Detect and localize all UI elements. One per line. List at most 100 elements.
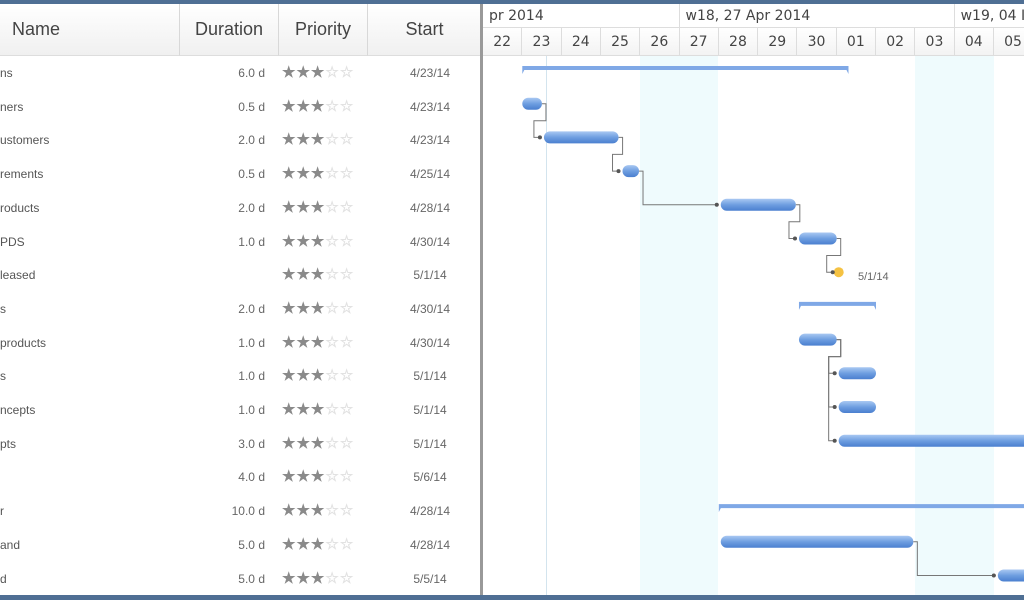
table-row[interactable]: rements 0.5 d ★★★☆☆ 4/25/14	[0, 158, 481, 192]
star-icon[interactable]: ★	[296, 468, 311, 486]
dependency-link[interactable]	[826, 238, 842, 273]
star-icon[interactable]: ☆	[325, 569, 340, 587]
star-icon[interactable]: ★	[296, 333, 311, 351]
star-icon[interactable]: ☆	[325, 97, 340, 115]
star-icon[interactable]: ☆	[339, 367, 355, 385]
column-header-duration[interactable]: Duration	[180, 4, 279, 56]
star-icon[interactable]: ★	[282, 131, 297, 149]
star-icon[interactable]: ★	[310, 165, 326, 183]
star-icon[interactable]: ☆	[325, 198, 340, 216]
priority-rating[interactable]: ★★★☆☆	[282, 400, 354, 418]
star-icon[interactable]: ☆	[339, 569, 355, 587]
priority-rating[interactable]: ★★★☆☆	[282, 569, 354, 587]
column-header-name[interactable]: Name	[0, 4, 180, 56]
milestone-marker[interactable]	[833, 267, 844, 278]
star-icon[interactable]: ★	[296, 367, 311, 385]
star-icon[interactable]: ☆	[339, 468, 355, 486]
task-bar[interactable]	[522, 97, 542, 110]
star-icon[interactable]: ★	[282, 333, 297, 351]
star-icon[interactable]: ☆	[339, 131, 355, 149]
star-icon[interactable]: ★	[310, 569, 326, 587]
star-icon[interactable]: ★	[282, 299, 297, 317]
dependency-link[interactable]	[533, 103, 547, 138]
dependency-link[interactable]	[828, 339, 842, 442]
star-icon[interactable]: ★	[296, 535, 311, 553]
priority-rating[interactable]: ★★★☆☆	[282, 434, 354, 452]
star-icon[interactable]: ★	[282, 266, 297, 284]
table-row[interactable]: s 1.0 d ★★★☆☆ 5/1/14	[0, 360, 481, 394]
task-bar[interactable]	[838, 367, 876, 380]
star-icon[interactable]: ★	[282, 232, 297, 250]
star-icon[interactable]: ★	[282, 468, 297, 486]
star-icon[interactable]: ☆	[339, 165, 355, 183]
star-icon[interactable]: ★	[296, 198, 311, 216]
table-row[interactable]: r 10.0 d ★★★☆☆ 4/28/14	[0, 495, 481, 529]
dependency-link[interactable]	[913, 541, 996, 576]
dependency-link[interactable]	[639, 170, 719, 206]
star-icon[interactable]: ★	[310, 333, 326, 351]
priority-rating[interactable]: ★★★☆☆	[282, 333, 354, 351]
star-icon[interactable]: ★	[296, 64, 311, 81]
star-icon[interactable]: ☆	[339, 232, 355, 250]
star-icon[interactable]: ☆	[339, 97, 355, 115]
task-bar[interactable]	[543, 131, 619, 144]
star-icon[interactable]: ★	[282, 165, 297, 183]
priority-rating[interactable]: ★★★☆☆	[282, 164, 354, 182]
star-icon[interactable]: ★	[296, 502, 311, 520]
priority-rating[interactable]: ★★★☆☆	[282, 232, 354, 250]
star-icon[interactable]: ★	[296, 165, 311, 183]
star-icon[interactable]: ★	[282, 401, 297, 418]
star-icon[interactable]: ☆	[325, 468, 340, 486]
star-icon[interactable]: ☆	[325, 299, 340, 317]
priority-rating[interactable]: ★★★☆☆	[282, 366, 354, 384]
column-header-priority[interactable]: Priority	[279, 4, 368, 56]
priority-rating[interactable]: ★★★☆☆	[282, 97, 354, 115]
table-row[interactable]: products 1.0 d ★★★☆☆ 4/30/14	[0, 327, 481, 361]
dependency-link[interactable]	[612, 136, 624, 172]
star-icon[interactable]: ★	[310, 232, 326, 250]
star-icon[interactable]: ★	[310, 535, 326, 553]
star-icon[interactable]: ★	[310, 198, 326, 216]
star-icon[interactable]: ☆	[325, 333, 340, 351]
table-row[interactable]: s 2.0 d ★★★☆☆ 4/30/14	[0, 293, 481, 327]
star-icon[interactable]: ★	[310, 266, 326, 284]
task-bar[interactable]	[720, 198, 796, 211]
priority-rating[interactable]: ★★★☆☆	[282, 265, 354, 283]
table-row[interactable]: pts 3.0 d ★★★☆☆ 5/1/14	[0, 428, 481, 462]
star-icon[interactable]: ★	[310, 367, 326, 385]
star-icon[interactable]: ☆	[339, 401, 355, 418]
star-icon[interactable]: ★	[296, 131, 311, 149]
star-icon[interactable]: ★	[296, 97, 311, 115]
star-icon[interactable]: ★	[296, 401, 311, 418]
star-icon[interactable]: ★	[282, 97, 297, 115]
task-bar[interactable]	[838, 434, 1024, 447]
star-icon[interactable]: ☆	[325, 367, 340, 385]
summary-bar[interactable]	[522, 66, 849, 74]
star-icon[interactable]: ★	[282, 569, 297, 587]
star-icon[interactable]: ★	[310, 434, 326, 452]
task-bar[interactable]	[798, 333, 837, 346]
star-icon[interactable]: ★	[282, 367, 297, 385]
task-bar[interactable]	[720, 535, 914, 548]
star-icon[interactable]: ☆	[339, 64, 355, 81]
table-row[interactable]: ncepts 1.0 d ★★★☆☆ 5/1/14	[0, 394, 481, 428]
table-row[interactable]: roducts 2.0 d ★★★☆☆ 4/28/14	[0, 192, 481, 226]
star-icon[interactable]: ★	[296, 569, 311, 587]
table-row[interactable]: ns 6.0 d ★★★☆☆ 4/23/14	[0, 57, 481, 91]
star-icon[interactable]: ★	[296, 232, 311, 250]
star-icon[interactable]: ☆	[325, 131, 340, 149]
grid-splitter[interactable]	[480, 4, 483, 595]
star-icon[interactable]: ☆	[325, 64, 340, 81]
table-row[interactable]: and 5.0 d ★★★☆☆ 4/28/14	[0, 529, 481, 563]
star-icon[interactable]: ★	[296, 299, 311, 317]
priority-rating[interactable]: ★★★☆☆	[282, 299, 354, 317]
star-icon[interactable]: ☆	[339, 535, 355, 553]
priority-rating[interactable]: ★★★☆☆	[282, 535, 354, 553]
star-icon[interactable]: ☆	[339, 198, 355, 216]
priority-rating[interactable]: ★★★☆☆	[282, 501, 354, 519]
table-row[interactable]: d 5.0 d ★★★☆☆ 5/5/14	[0, 563, 481, 597]
star-icon[interactable]: ★	[310, 401, 326, 418]
star-icon[interactable]: ★	[310, 131, 326, 149]
star-icon[interactable]: ★	[310, 468, 326, 486]
task-bar[interactable]	[798, 232, 837, 245]
